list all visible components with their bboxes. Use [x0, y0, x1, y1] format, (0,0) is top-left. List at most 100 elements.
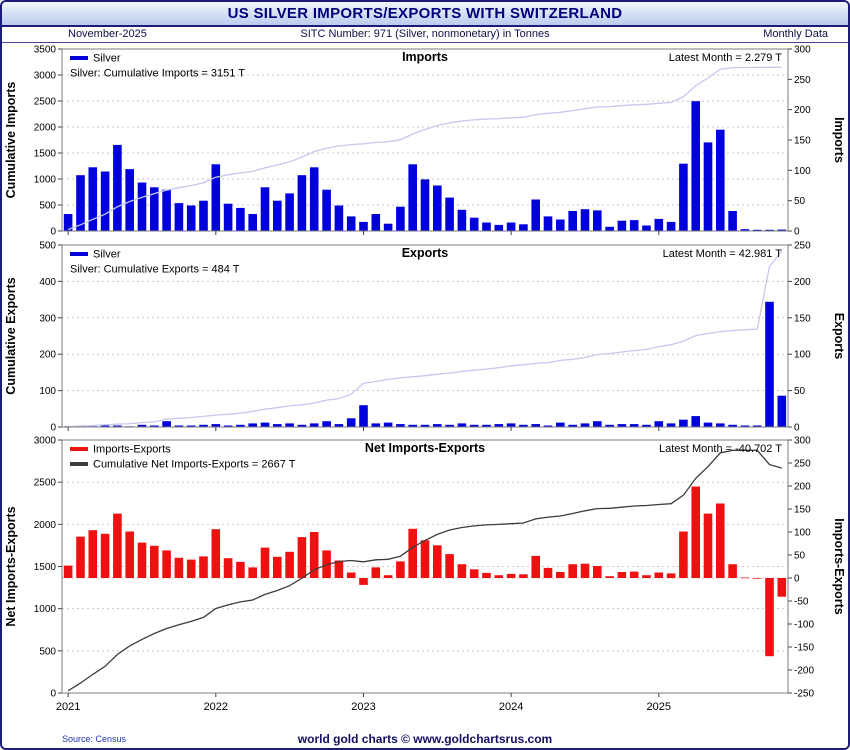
- exports-bar: [433, 424, 442, 427]
- net-legend-label: Imports-Exports: [93, 444, 171, 456]
- net-bar: [76, 536, 85, 578]
- svg-text:0: 0: [50, 227, 56, 238]
- exports-bar: [679, 419, 688, 427]
- imports-bar: [568, 211, 577, 231]
- exports-bar: [580, 423, 590, 427]
- exports-bar: [137, 424, 147, 427]
- exports-bar: [765, 301, 774, 427]
- net-panel-title: Net Imports-Exports: [365, 441, 485, 455]
- imports-bar: [371, 214, 381, 231]
- exports-bar: [556, 422, 565, 427]
- exports-bar: [236, 424, 245, 427]
- net-bar: [162, 550, 171, 578]
- exports-bar: [359, 405, 368, 427]
- net-bar: [752, 578, 762, 579]
- imports-bar: [457, 209, 467, 231]
- svg-text:-200: -200: [794, 666, 814, 677]
- exports-labels: Exports Silver Silver: Cumulative Exports …: [4, 246, 846, 395]
- svg-text:50: 50: [794, 196, 806, 207]
- exports-bar: [297, 424, 307, 427]
- svg-text:1500: 1500: [34, 149, 57, 160]
- svg-text:1000: 1000: [34, 604, 57, 615]
- net-bar: [494, 575, 504, 578]
- svg-text:3000: 3000: [34, 71, 57, 82]
- net-bar: [506, 573, 516, 578]
- exports-bar: [420, 424, 430, 427]
- exports-bar: [248, 423, 257, 427]
- svg-text:100: 100: [794, 528, 811, 539]
- net-bar: [543, 567, 553, 578]
- imports-bar: [162, 189, 171, 231]
- exports-latest-month: Latest Month = 42.981 T: [663, 248, 783, 260]
- svg-text:1000: 1000: [34, 175, 57, 186]
- net-bar: [260, 547, 270, 578]
- exports-bar: [531, 424, 540, 427]
- exports-bar: [666, 423, 676, 427]
- net-bar: [593, 566, 602, 578]
- svg-text:2023: 2023: [351, 701, 375, 713]
- exports-bar: [629, 424, 639, 427]
- svg-text:0: 0: [50, 423, 56, 434]
- exports-bar: [100, 425, 110, 427]
- imports-bar: [445, 197, 454, 231]
- svg-text:2000: 2000: [34, 123, 57, 134]
- net-bar: [617, 572, 627, 578]
- charts-area: 0 500 1000 1500 2000 2500 3000 3500 0 50 100 150 200…: [2, 43, 848, 731]
- exports-bar: [383, 422, 393, 427]
- exports-panel-title: Exports: [402, 246, 449, 260]
- net-bar: [605, 576, 614, 578]
- svg-text:-250: -250: [794, 689, 814, 700]
- imports-bar: [309, 167, 319, 231]
- svg-text:2500: 2500: [34, 97, 57, 108]
- net-bar: [309, 532, 319, 578]
- svg-text:2024: 2024: [499, 701, 523, 713]
- net-bar: [186, 559, 196, 578]
- net-bar: [679, 531, 688, 578]
- svg-text:300: 300: [39, 313, 56, 324]
- svg-text:50: 50: [794, 551, 806, 562]
- net-bar: [113, 513, 122, 578]
- imports-cumulative-line: [67, 66, 782, 231]
- imports-bar: [150, 187, 159, 231]
- net-bar: [531, 555, 540, 578]
- exports-bar: [654, 421, 664, 427]
- exports-plot-area: [62, 245, 788, 427]
- imports-bar: [346, 216, 356, 231]
- exports-bar: [777, 395, 787, 427]
- svg-text:200: 200: [794, 482, 811, 493]
- exports-bars: [63, 301, 787, 427]
- net-cumulative-line: [67, 449, 782, 692]
- svg-text:200: 200: [794, 277, 811, 288]
- imports-bar: [137, 182, 147, 231]
- exports-left-axis-title: Cumulative Exports: [4, 277, 18, 394]
- imports-bar: [88, 167, 98, 231]
- imports-bar: [396, 206, 405, 231]
- imports-bar: [519, 224, 528, 231]
- imports-bar: [125, 169, 134, 231]
- net-bar: [150, 545, 159, 578]
- imports-bar: [605, 226, 614, 231]
- exports-legend-label: Silver: [93, 249, 121, 261]
- footer: Source: Census world gold charts © www.g…: [2, 731, 848, 748]
- imports-bar: [236, 207, 245, 231]
- exports-bar: [605, 424, 614, 427]
- net-bar: [88, 530, 98, 578]
- imports-bar: [728, 211, 737, 231]
- net-labels: Net Imports-Exports Imports-Exports Cumula…: [4, 441, 846, 627]
- svg-text:250: 250: [794, 75, 811, 86]
- net-axis-ticks: 050010001500200025003000-250-200-150-100…: [34, 436, 815, 714]
- net-bar: [211, 529, 221, 578]
- net-bars: [63, 486, 787, 657]
- exports-bar: [568, 424, 577, 427]
- net-bar: [273, 556, 282, 578]
- imports-bar: [654, 218, 664, 231]
- net-bar: [716, 503, 725, 578]
- page-title: US SILVER IMPORTS/EXPORTS WITH SWITZERLA…: [2, 2, 848, 27]
- imports-bar: [617, 220, 627, 231]
- net-bar: [359, 578, 368, 585]
- net-left-axis-title: Net Imports-Exports: [4, 506, 18, 626]
- imports-bar: [543, 216, 553, 231]
- net-bar: [297, 537, 307, 578]
- exports-bar: [593, 421, 602, 427]
- exports-panel: 0 100 200 300 400 500 0 50 100 150 200 250 Exports Si…: [4, 241, 846, 434]
